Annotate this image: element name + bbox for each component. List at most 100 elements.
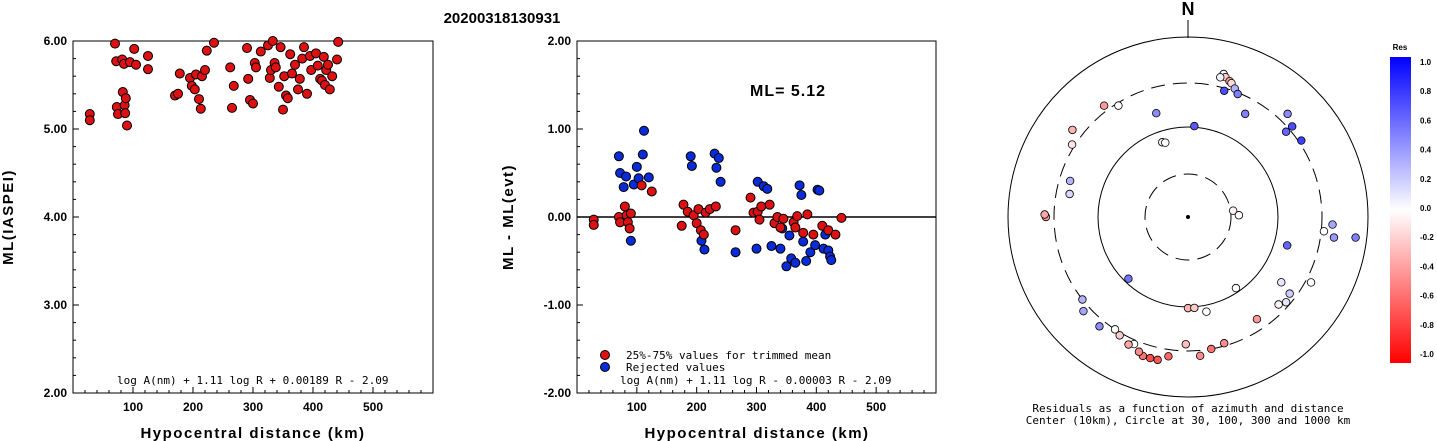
polar-caption-2: Center (10km), Circle at 30, 100, 300 an… [1026,414,1351,427]
rejected-point [625,235,636,246]
station-point [1306,278,1316,287]
colorbar-tick-label: -0.6 [1420,292,1434,301]
y-tick-label: 2.00 [44,386,68,400]
data-point [294,73,305,84]
station-point [1152,109,1161,118]
rejected-point [613,151,624,162]
data-point [174,68,185,79]
trimmed-point [802,209,813,220]
data-point [201,45,212,56]
station-point [1164,352,1173,361]
data-point [228,80,239,91]
rejected-point [766,241,777,252]
data-point [227,102,237,113]
x-tick-labels: 100 200 300 400 500 [84,387,422,414]
data-point [332,54,342,65]
rejected-point [637,149,648,160]
station-point [1281,127,1291,136]
colorbar-tick-label: 0.4 [1420,146,1432,155]
trimmed-point [588,219,599,230]
station-point [1040,210,1049,219]
y-axis-label: ML(IASPEI) [0,169,17,265]
trimmed-point [698,229,709,240]
data-point [285,49,296,60]
y-tick-label: 0.00 [548,210,572,224]
station-point [1145,353,1155,363]
station-point [1283,109,1292,119]
rejected-point [805,247,816,258]
station-point [1153,355,1162,365]
station-point [1065,176,1075,186]
trimmed-point [636,180,647,191]
station-point [1079,306,1088,316]
station-point [1207,344,1216,354]
rejected-point [826,255,837,266]
x-tick-label: 100 [123,400,143,414]
x-tick-label: 500 [866,400,886,414]
data-point [255,46,266,57]
trimmed-point [775,222,786,233]
station-point [1233,89,1242,99]
data-point [194,94,204,105]
ring-1000km [1007,36,1369,398]
x-axis-label: Hypocentral distance (km) [644,425,869,441]
data-point [243,73,254,84]
station-point [1274,300,1283,309]
ring-30km [1144,173,1232,261]
station-point [1351,233,1360,242]
rejected-point [762,183,773,194]
data-point [270,62,281,73]
y-tick-label: 4.00 [44,210,68,224]
rejected-point [801,256,812,266]
station-point [1277,278,1286,287]
rejected-point [775,243,786,254]
data-point [209,37,219,48]
rejected-point [685,151,696,162]
y-tick-label: -2.00 [544,386,572,400]
data-point [200,65,210,76]
station-point [1329,233,1339,242]
station-point [1068,125,1077,135]
station-point [1328,220,1337,229]
data-points [588,125,847,272]
data-point [312,60,323,71]
data-point [122,120,132,131]
y-tick-labels: -2.00 -1.00 0.00 1.00 2.00 [544,34,583,400]
station-point [1234,211,1244,220]
colorbar-tick-label: 0.2 [1420,175,1432,184]
x-tick-label: 200 [183,400,203,414]
colorbar-tick-label: -0.8 [1420,321,1434,330]
x-tick-label: 300 [746,400,766,414]
data-point [267,36,278,46]
station-point [1287,122,1297,131]
data-point [225,62,236,73]
rejected-point [730,247,741,258]
rejected-point [639,125,650,136]
legend-label-trimmed: 25%-75% values for trimmed mean [626,349,831,362]
y-tick-label: 1.00 [548,122,572,136]
residual-vs-distance-plot: -2.00 -1.00 0.00 1.00 2.00 100 200 300 400 500 M… [500,34,937,441]
station-point [1195,351,1205,361]
data-point [327,71,338,82]
data-point [275,42,286,53]
trimmed-point [745,192,756,203]
data-point [278,104,288,115]
magnitude-vs-distance-plot: 2.00 3.00 4.00 5.00 6.00 100 200 300 400 500 ML(… [0,34,434,441]
data-point [120,108,131,119]
y-tick-label: 3.00 [44,298,68,312]
data-point [242,43,252,54]
x-tick-label: 300 [243,400,263,414]
data-point [129,43,140,54]
data-point [110,38,120,49]
trimmed-point [764,199,775,210]
y-tick-label: -1.00 [544,298,572,312]
rejected-point [713,153,724,164]
station-point [1067,140,1077,149]
x-tick-label: 100 [627,400,647,414]
trimmed-point [676,220,687,231]
station-point [1252,315,1262,324]
station-point [1190,121,1199,131]
rejected-point [814,185,825,196]
colorbar-tick-label: -0.4 [1420,262,1434,271]
y-tick-label: 6.00 [44,34,68,48]
